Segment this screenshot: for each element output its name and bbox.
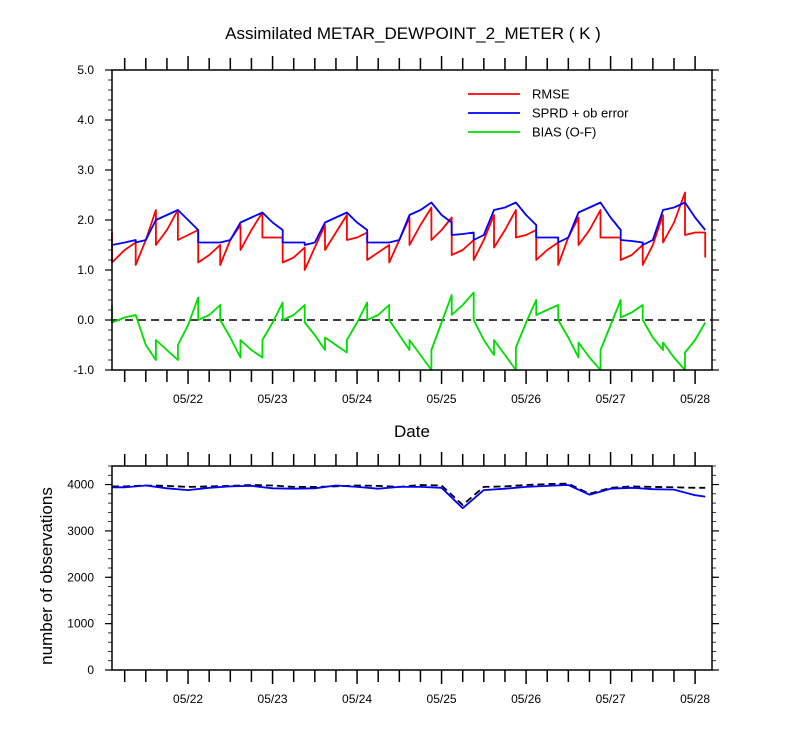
- bottom-series-possible-observations: [112, 482, 706, 506]
- x-axis-title: Date: [394, 422, 430, 441]
- top-y-tick-label: 2.0: [77, 213, 94, 227]
- bottom-x-tick-label: 05/23: [258, 692, 288, 706]
- top-y-tick-label: 4.0: [77, 113, 94, 127]
- top-x-tick-label: 05/24: [342, 392, 372, 406]
- bottom-y-tick-label: 4000: [67, 478, 94, 492]
- bottom-y-tick-label: 2000: [67, 570, 94, 584]
- bottom-y-tick-label: 1000: [67, 617, 94, 631]
- legend: RMSE SPRD + ob error BIAS (O-F): [468, 87, 629, 140]
- legend-label: BIAS (O-F): [532, 125, 596, 140]
- bottom-x-tick-label: 05/28: [680, 692, 710, 706]
- legend-label: SPRD + ob error: [532, 106, 629, 121]
- top-y-tick-label: 3.0: [77, 163, 94, 177]
- top-y-tick-label: 0.0: [77, 313, 94, 327]
- bottom-x-tick-label: 05/26: [511, 692, 541, 706]
- bottom-plot-frame: [111, 465, 713, 671]
- y-axis-title-observations: number of observations: [37, 487, 56, 665]
- bottom-y-tick-label: 3000: [67, 524, 94, 538]
- top-x-tick-label: 05/28: [680, 392, 710, 406]
- bottom-y-tick-label: 0: [87, 663, 94, 677]
- bottom-x-tick-label: 05/25: [427, 692, 457, 706]
- bottom-series-assimilated-observations: [112, 484, 706, 510]
- top-x-tick-label: 05/27: [596, 392, 626, 406]
- top-chart: -1.0 0.0 1.0 2.0 3.0 4.0 5.0 05/22 05/23 05/24 05/…: [73, 56, 719, 406]
- bottom-x-tick-label: 05/27: [596, 692, 626, 706]
- chart-title: Assimilated METAR_DEWPOINT_2_METER ( K ): [225, 24, 601, 43]
- bottom-x-tick-label: 05/22: [173, 692, 203, 706]
- top-x-tick-label: 05/25: [427, 392, 457, 406]
- bottom-x-tick-label: 05/24: [342, 692, 372, 706]
- top-x-tick-label: 05/22: [173, 392, 203, 406]
- top-series-bias-o-f: [111, 291, 706, 371]
- top-x-tick-label: 05/26: [511, 392, 541, 406]
- top-y-tick-label: 1.0: [77, 263, 94, 277]
- top-y-tick-label: 5.0: [77, 63, 94, 77]
- legend-label: RMSE: [532, 87, 570, 102]
- top-y-tick-label: -1.0: [73, 363, 94, 377]
- top-series-rmse: [111, 191, 707, 271]
- top-x-tick-label: 05/23: [258, 392, 288, 406]
- bottom-chart: 0 1000 2000 3000 4000 05/22 05/23 05/24 05/25 05/…: [67, 452, 719, 706]
- top-series-sprd-ob-error: [111, 201, 706, 246]
